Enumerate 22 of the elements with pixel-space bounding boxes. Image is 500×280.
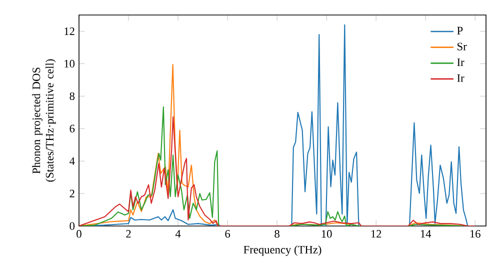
- y-tick-label: 10: [64, 60, 75, 68]
- x-axis-title: Frequency (THz): [244, 246, 322, 256]
- x-tick-label: 10: [322, 230, 332, 238]
- y-tick-label: 8: [70, 92, 75, 100]
- x-tick-label: 0: [76, 230, 82, 238]
- legend-label: Ir: [457, 58, 464, 66]
- x-tick-label: 2: [126, 230, 131, 238]
- legend-label: Ir: [457, 74, 464, 82]
- x-tick-label: 16: [470, 230, 480, 238]
- legend-label: Sr: [458, 42, 467, 50]
- x-tick-label: 6: [225, 230, 230, 238]
- legend-label: P: [457, 26, 463, 34]
- y-axis-title: Phonon projected DOS (States/THz·primitive cell): [32, 59, 56, 182]
- y-tick-label: 2: [70, 190, 74, 198]
- y-tick-label: 4: [70, 157, 75, 165]
- y-tick-label: 0: [70, 222, 75, 230]
- y-tick-label: 12: [64, 27, 74, 35]
- x-tick-label: 12: [371, 230, 382, 238]
- x-tick-label: 14: [420, 230, 432, 238]
- x-tick-label: 4: [175, 230, 181, 238]
- x-tick-label: 8: [274, 230, 280, 238]
- y-tick-label: 6: [70, 124, 75, 132]
